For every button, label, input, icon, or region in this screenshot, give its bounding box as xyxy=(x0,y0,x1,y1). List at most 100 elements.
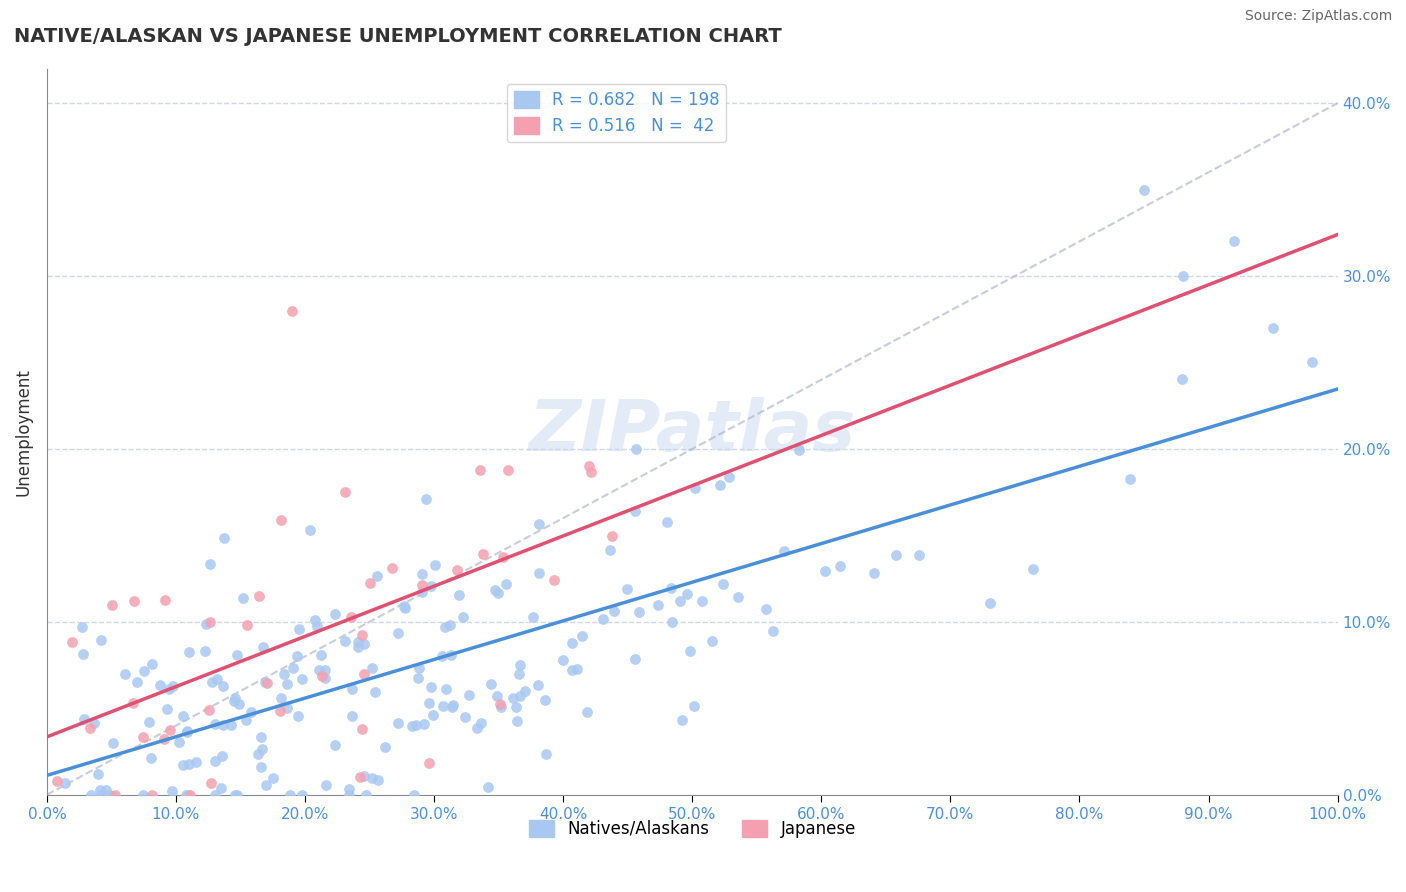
Point xyxy=(579,465,602,479)
Point xyxy=(194,644,217,658)
Point xyxy=(647,599,669,613)
Point xyxy=(197,703,219,717)
Point xyxy=(401,719,423,733)
Point xyxy=(676,587,699,601)
Point xyxy=(600,529,623,543)
Point xyxy=(311,669,333,683)
Point xyxy=(356,788,378,802)
Point xyxy=(381,560,404,574)
Point xyxy=(276,700,298,714)
Point xyxy=(392,599,415,613)
Point xyxy=(337,781,360,796)
Point xyxy=(755,602,778,616)
Point xyxy=(578,458,600,473)
Point xyxy=(419,681,441,695)
Point xyxy=(176,724,198,739)
Point xyxy=(762,624,785,638)
Point xyxy=(671,714,693,728)
Point xyxy=(1119,472,1142,486)
Point xyxy=(367,773,389,788)
Point xyxy=(204,717,226,731)
Point xyxy=(439,618,461,632)
Point xyxy=(420,579,443,593)
Point xyxy=(599,542,621,557)
Point xyxy=(200,776,222,790)
Point xyxy=(253,675,276,690)
Point xyxy=(314,664,336,678)
Point xyxy=(411,585,433,599)
Point xyxy=(451,610,474,624)
Point xyxy=(592,612,614,626)
Point xyxy=(353,769,375,783)
Point xyxy=(402,788,425,802)
Point xyxy=(315,778,337,792)
Point xyxy=(571,629,593,643)
Point xyxy=(226,648,249,663)
Point xyxy=(434,681,457,696)
Point xyxy=(127,674,149,689)
Point xyxy=(186,755,208,769)
Point xyxy=(254,778,277,792)
Point xyxy=(387,716,409,731)
Point xyxy=(659,582,682,596)
Point xyxy=(508,667,530,681)
Point xyxy=(291,788,314,802)
Point xyxy=(551,653,574,667)
Point xyxy=(278,788,301,802)
Point xyxy=(222,694,245,708)
Point xyxy=(814,564,837,578)
Point xyxy=(101,736,124,750)
Point xyxy=(204,788,226,802)
Point xyxy=(291,672,314,686)
Point xyxy=(387,626,409,640)
Point xyxy=(773,544,796,558)
Point xyxy=(506,714,529,728)
Point xyxy=(304,613,326,627)
Point xyxy=(454,710,477,724)
Point xyxy=(250,730,273,744)
Point xyxy=(177,644,200,658)
Point xyxy=(702,633,724,648)
Point xyxy=(176,723,198,738)
Text: Source: ZipAtlas.com: Source: ZipAtlas.com xyxy=(1244,9,1392,23)
Point xyxy=(359,576,381,591)
Point xyxy=(1022,562,1045,576)
Point xyxy=(413,717,436,731)
Point xyxy=(132,664,155,678)
Point xyxy=(349,771,371,785)
Point xyxy=(361,772,384,786)
Point xyxy=(432,698,454,713)
Point xyxy=(172,758,194,772)
Point xyxy=(204,754,226,768)
Point xyxy=(711,576,734,591)
Point xyxy=(89,783,111,797)
Point xyxy=(441,699,464,714)
Legend: Natives/Alaskans, Japanese: Natives/Alaskans, Japanese xyxy=(522,813,863,845)
Point xyxy=(1301,355,1323,369)
Point xyxy=(513,684,536,698)
Point xyxy=(347,635,370,649)
Point xyxy=(477,780,499,794)
Point xyxy=(138,715,160,730)
Point xyxy=(353,667,375,681)
Point xyxy=(486,585,509,599)
Point xyxy=(422,708,444,723)
Point xyxy=(195,616,218,631)
Point xyxy=(509,658,531,673)
Point xyxy=(406,672,429,686)
Point xyxy=(471,548,494,562)
Point xyxy=(98,788,121,802)
Point xyxy=(270,513,292,527)
Point xyxy=(83,715,105,730)
Y-axis label: Unemployment: Unemployment xyxy=(15,368,32,496)
Point xyxy=(411,578,433,592)
Point xyxy=(132,788,155,802)
Point xyxy=(212,718,235,732)
Point xyxy=(485,689,508,703)
Point xyxy=(287,708,309,723)
Point xyxy=(394,601,416,615)
Point xyxy=(908,548,931,562)
Point xyxy=(534,692,557,706)
Point xyxy=(114,667,136,681)
Point xyxy=(575,705,598,719)
